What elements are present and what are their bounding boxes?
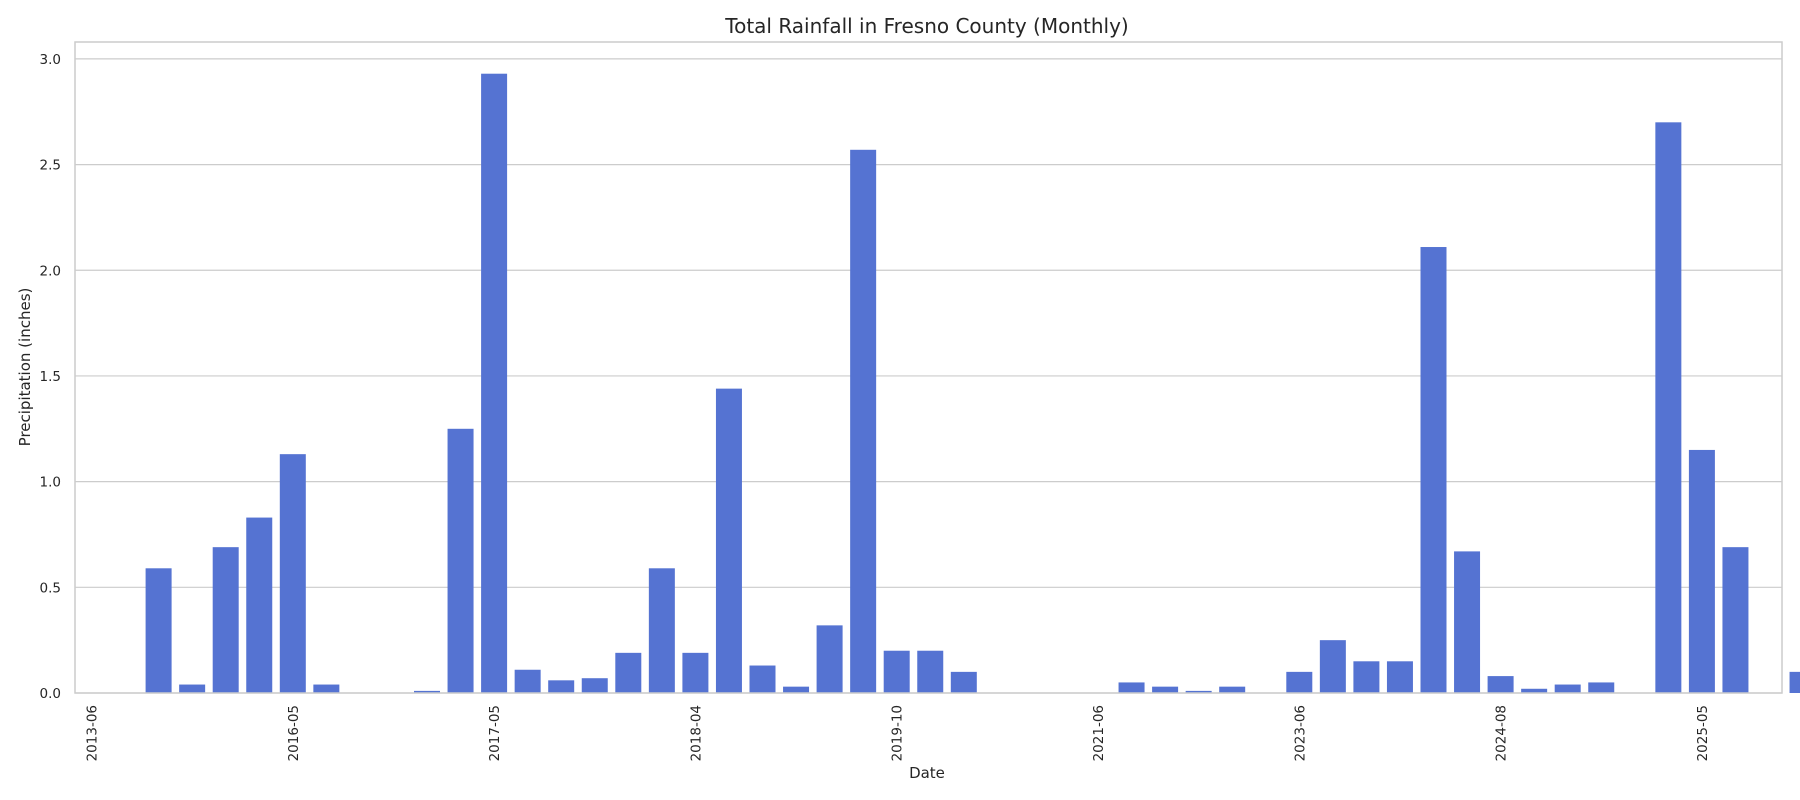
- bar: [1118, 682, 1145, 693]
- bar: [1386, 661, 1413, 693]
- bar: [279, 454, 306, 693]
- x-tick-label: 2016-05: [286, 705, 302, 761]
- y-tick-label: 1.5: [40, 369, 61, 385]
- bar: [1420, 247, 1447, 694]
- chart-title: Total Rainfall in Fresno County (Monthly…: [724, 14, 1128, 38]
- bar: [212, 547, 239, 693]
- bar: [1588, 682, 1615, 693]
- x-tick-label: 2019-10: [890, 705, 906, 761]
- bar: [883, 650, 910, 693]
- bar: [1521, 688, 1548, 693]
- bar: [682, 652, 709, 693]
- bar: [615, 652, 642, 693]
- x-tick-label: 2025-05: [1695, 705, 1711, 761]
- x-tick-label: 2021-06: [1091, 705, 1107, 761]
- bar: [1286, 671, 1313, 693]
- bars: [145, 73, 1800, 694]
- bar: [1319, 640, 1346, 693]
- bar: [1185, 690, 1212, 693]
- y-axis-label: Precipitation (inches): [16, 288, 34, 447]
- x-tick-label: 2023-06: [1292, 705, 1308, 761]
- bar: [715, 388, 742, 693]
- bar: [1353, 661, 1380, 693]
- y-tick-label: 1.0: [40, 475, 61, 491]
- bar: [749, 665, 776, 693]
- x-tick-label: 2018-04: [688, 705, 704, 761]
- bar: [481, 73, 508, 694]
- x-tick-label: 2017-05: [487, 705, 503, 761]
- x-tick-label: 2013-06: [85, 705, 101, 761]
- bar: [246, 517, 273, 693]
- grid-lines: [75, 58, 1782, 694]
- y-tick-label: 0.5: [40, 580, 61, 596]
- bar: [783, 686, 810, 693]
- bar: [1152, 686, 1179, 693]
- bar: [1655, 122, 1682, 694]
- bar: [1789, 671, 1800, 693]
- y-tick-label: 0.0: [40, 686, 61, 702]
- bar: [179, 684, 206, 693]
- plot-frame: [74, 41, 1783, 694]
- bar: [1688, 449, 1715, 693]
- bar: [414, 690, 440, 693]
- y-tick-label: 2.5: [40, 158, 61, 174]
- bar: [1454, 551, 1481, 693]
- y-tick-labels: 0.0 0.5 1.0 1.5 2.0 2.5 3.0: [40, 52, 61, 702]
- bar: [313, 684, 340, 693]
- x-axis-label: Date: [909, 764, 945, 782]
- y-tick-label: 2.0: [40, 263, 61, 279]
- bar: [648, 568, 675, 693]
- bar: [850, 149, 877, 693]
- bar: [447, 428, 474, 693]
- bar: [816, 625, 843, 693]
- bar: [581, 678, 608, 693]
- bar: [514, 669, 541, 693]
- bar: [1487, 676, 1514, 693]
- bar: [1219, 686, 1246, 693]
- y-tick-label: 3.0: [40, 52, 61, 68]
- bar: [950, 671, 977, 693]
- bar: [548, 680, 575, 693]
- bar: [145, 568, 172, 693]
- bar: [1722, 547, 1749, 693]
- x-tick-labels: 2013-06 2016-05 2017-05 2018-04 2019-10 2021-…: [85, 705, 1711, 761]
- bar: [1554, 684, 1581, 693]
- x-tick-label: 2024-08: [1494, 705, 1510, 761]
- bar: [917, 650, 944, 693]
